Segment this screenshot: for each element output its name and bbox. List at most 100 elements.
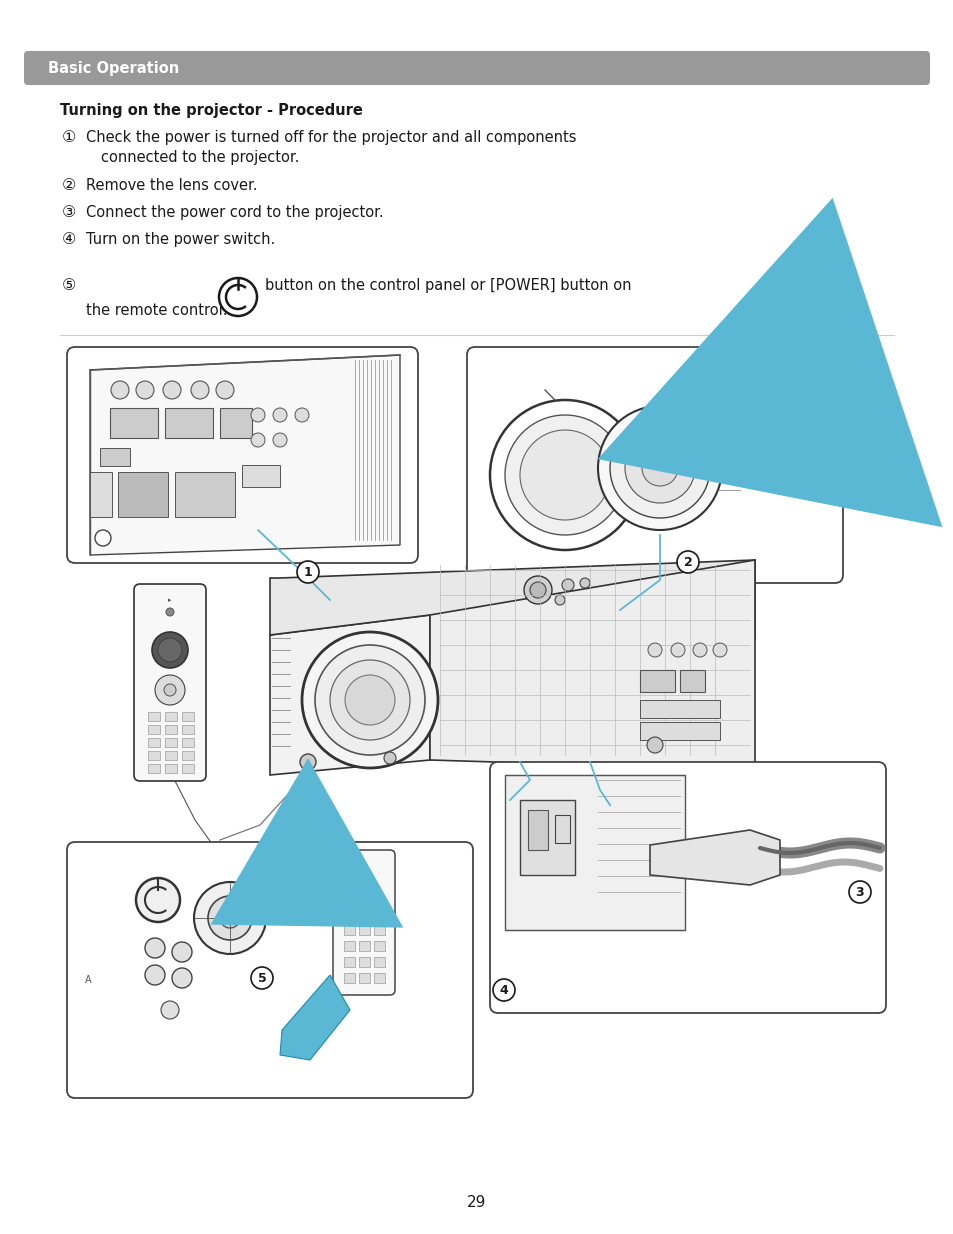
FancyBboxPatch shape xyxy=(67,347,417,563)
Bar xyxy=(148,712,160,721)
FancyBboxPatch shape xyxy=(24,51,929,85)
Circle shape xyxy=(299,754,315,770)
Bar xyxy=(165,738,177,747)
Text: 3: 3 xyxy=(855,886,863,898)
Bar xyxy=(639,700,720,718)
Circle shape xyxy=(519,429,609,520)
Circle shape xyxy=(670,643,684,656)
Bar xyxy=(504,775,684,930)
Circle shape xyxy=(330,660,410,740)
Bar xyxy=(358,926,370,935)
Circle shape xyxy=(345,675,395,726)
Text: button on the control panel or [POWER] button on: button on the control panel or [POWER] b… xyxy=(265,278,631,292)
Circle shape xyxy=(712,643,726,656)
Circle shape xyxy=(136,381,153,399)
Text: ①: ① xyxy=(62,130,76,146)
Circle shape xyxy=(561,579,574,591)
FancyBboxPatch shape xyxy=(490,763,885,1013)
Circle shape xyxy=(191,381,209,399)
Bar xyxy=(639,722,720,740)
Circle shape xyxy=(251,967,273,988)
Circle shape xyxy=(215,381,233,399)
Bar xyxy=(220,408,252,438)
Bar xyxy=(182,738,193,747)
Circle shape xyxy=(354,890,374,909)
Circle shape xyxy=(493,979,515,1001)
Polygon shape xyxy=(270,560,754,638)
Circle shape xyxy=(172,967,192,988)
Bar xyxy=(344,942,355,951)
Text: Check the power is turned off for the projector and all components: Check the power is turned off for the pr… xyxy=(86,130,576,146)
Circle shape xyxy=(136,879,180,922)
Circle shape xyxy=(111,381,129,399)
Text: Turn on the power switch.: Turn on the power switch. xyxy=(86,232,275,247)
Text: ③: ③ xyxy=(62,205,76,220)
FancyBboxPatch shape xyxy=(467,347,842,582)
Text: connected to the projector.: connected to the projector. xyxy=(101,151,299,165)
Circle shape xyxy=(302,632,437,768)
Bar xyxy=(110,408,158,438)
Text: Basic Operation: Basic Operation xyxy=(48,60,179,75)
Text: ▾: ▾ xyxy=(362,863,365,868)
Circle shape xyxy=(154,675,185,705)
Circle shape xyxy=(161,1001,179,1019)
Bar xyxy=(527,810,547,850)
Bar xyxy=(165,408,213,438)
Text: ▸: ▸ xyxy=(168,597,172,603)
Circle shape xyxy=(348,884,379,916)
FancyBboxPatch shape xyxy=(67,842,473,1098)
Bar xyxy=(374,958,385,967)
Circle shape xyxy=(219,278,256,316)
Bar xyxy=(90,471,112,517)
Bar xyxy=(182,752,193,760)
FancyBboxPatch shape xyxy=(133,584,206,781)
Bar xyxy=(148,726,160,734)
Circle shape xyxy=(530,582,545,598)
Text: 1: 1 xyxy=(303,565,312,579)
Circle shape xyxy=(848,881,870,903)
Circle shape xyxy=(152,632,188,668)
Circle shape xyxy=(641,450,678,486)
Bar xyxy=(165,764,177,772)
Text: 4: 4 xyxy=(499,983,508,997)
Bar xyxy=(374,942,385,951)
Circle shape xyxy=(251,408,265,422)
Circle shape xyxy=(598,406,721,529)
Circle shape xyxy=(220,908,240,928)
Bar xyxy=(374,926,385,935)
Circle shape xyxy=(95,529,111,545)
Circle shape xyxy=(504,415,624,536)
Circle shape xyxy=(158,638,182,661)
Bar xyxy=(148,738,160,747)
Circle shape xyxy=(579,578,589,587)
Circle shape xyxy=(646,737,662,753)
Bar xyxy=(774,358,820,387)
Bar xyxy=(358,972,370,983)
Polygon shape xyxy=(430,560,754,770)
Polygon shape xyxy=(270,615,430,775)
Text: 29: 29 xyxy=(467,1195,486,1211)
Circle shape xyxy=(164,684,175,696)
Bar xyxy=(174,471,234,517)
Bar xyxy=(165,752,177,760)
Circle shape xyxy=(296,561,318,582)
Circle shape xyxy=(208,896,252,940)
Circle shape xyxy=(145,965,165,985)
Circle shape xyxy=(677,552,699,573)
Bar xyxy=(358,942,370,951)
Circle shape xyxy=(555,595,564,605)
Circle shape xyxy=(273,408,287,422)
Circle shape xyxy=(609,418,709,518)
Text: ④: ④ xyxy=(62,232,76,247)
Bar xyxy=(374,972,385,983)
Polygon shape xyxy=(649,830,780,885)
Circle shape xyxy=(523,576,552,603)
Circle shape xyxy=(647,643,661,656)
Circle shape xyxy=(273,433,287,447)
Circle shape xyxy=(145,938,165,958)
Bar xyxy=(344,926,355,935)
Bar xyxy=(118,471,168,517)
Bar xyxy=(182,712,193,721)
Text: 2: 2 xyxy=(683,555,692,569)
Bar xyxy=(182,726,193,734)
